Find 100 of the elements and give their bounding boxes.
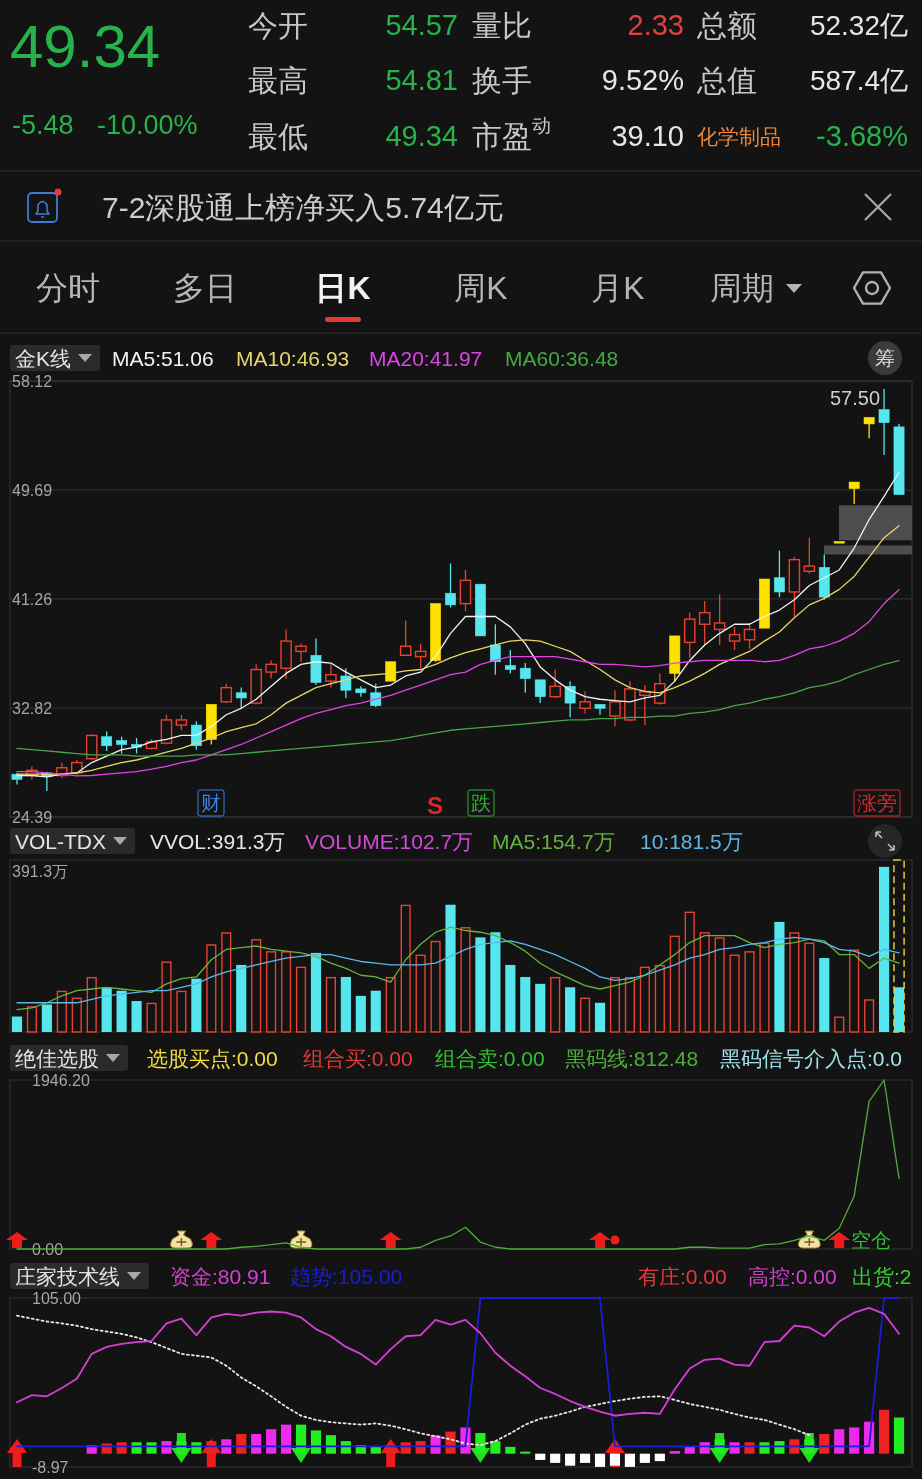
bar xyxy=(191,978,202,1032)
candlestick xyxy=(85,733,98,761)
candlestick xyxy=(534,679,546,704)
candlestick xyxy=(519,662,531,694)
bar xyxy=(280,951,292,1033)
bar xyxy=(535,1453,546,1460)
candlestick xyxy=(504,649,516,675)
bar xyxy=(520,1451,531,1454)
text: 49.34 xyxy=(10,12,161,80)
bar xyxy=(236,1433,247,1454)
chart-title: 绝佳选股 xyxy=(15,1046,99,1070)
text: 选股买点:0.00 xyxy=(147,1046,278,1070)
bar xyxy=(131,1001,142,1032)
bar xyxy=(849,1427,860,1454)
bar xyxy=(310,952,322,1032)
text: MA20:41.97 xyxy=(369,346,483,370)
text: 周期 xyxy=(710,270,774,306)
bar xyxy=(669,1451,680,1454)
text: 组合卖:0.00 xyxy=(435,1046,545,1070)
chart-title: 庄家技术线 xyxy=(15,1264,120,1288)
bar xyxy=(161,961,172,1033)
bar xyxy=(579,997,591,1033)
text: 7-2深股通上榜净买入5.74亿元 xyxy=(102,190,504,224)
bar xyxy=(789,932,800,1033)
text: 量比 xyxy=(472,8,532,42)
bar xyxy=(355,995,366,1032)
text: 出货:2 xyxy=(852,1264,912,1288)
bar xyxy=(101,987,112,1032)
chart-title: 金K线 xyxy=(15,346,72,370)
series-label: 资金:80.91 xyxy=(170,1264,271,1288)
text: VVOL:391.3万 xyxy=(150,829,286,853)
bar xyxy=(864,999,875,1033)
bar xyxy=(475,1433,486,1454)
text: -3.68% xyxy=(816,120,908,152)
bar xyxy=(400,904,411,1033)
bar xyxy=(834,1016,845,1033)
bar xyxy=(206,944,217,1033)
annotation: S xyxy=(426,791,444,819)
text: 49.34 xyxy=(385,120,458,152)
bar xyxy=(744,951,755,1033)
bar xyxy=(878,866,890,1032)
bar xyxy=(266,1429,277,1454)
y-tick-label: 49.69 xyxy=(12,481,53,499)
text: 587.4亿 xyxy=(809,64,908,96)
bar xyxy=(176,990,187,1033)
candlestick xyxy=(265,659,277,680)
bar xyxy=(565,987,576,1032)
candlestick xyxy=(863,416,875,439)
candlestick xyxy=(728,626,741,651)
bar xyxy=(550,976,561,1033)
bar xyxy=(639,966,650,1033)
text: 化学制品 xyxy=(697,124,781,148)
bar xyxy=(594,1002,606,1032)
line-series xyxy=(16,1307,900,1417)
bar xyxy=(579,1453,591,1463)
bar xyxy=(370,990,381,1032)
chart-title: VOL-TDX xyxy=(15,829,107,853)
bar xyxy=(11,1016,23,1032)
candlestick xyxy=(848,481,860,505)
candlestick xyxy=(743,622,756,650)
bar xyxy=(684,1446,695,1454)
text: 最低 xyxy=(248,119,308,153)
bar xyxy=(669,935,680,1033)
y-tick-label: 58.12 xyxy=(12,372,53,390)
candlestick xyxy=(878,388,890,456)
bar xyxy=(310,1430,322,1454)
bar xyxy=(325,976,337,1033)
bar xyxy=(505,1446,516,1454)
bar xyxy=(893,1417,905,1454)
bar xyxy=(609,1453,621,1466)
candlestick xyxy=(385,661,397,682)
text: MA5:51.06 xyxy=(112,346,214,370)
text: -5.48 xyxy=(12,110,74,140)
bar xyxy=(714,937,725,1033)
candlestick xyxy=(399,619,412,656)
candlestick xyxy=(713,593,726,646)
candlestick xyxy=(340,667,352,699)
bar xyxy=(490,1441,501,1454)
bar xyxy=(878,1409,890,1454)
candlestick xyxy=(774,549,785,598)
text: MA60:36.48 xyxy=(505,346,619,370)
bar xyxy=(684,911,695,1033)
text: 2.33 xyxy=(627,9,684,41)
text: 多日 xyxy=(173,270,237,306)
bar xyxy=(430,940,441,1033)
candlestick xyxy=(370,683,382,708)
y-tick-label: 32.82 xyxy=(12,699,53,717)
text: -10.00% xyxy=(97,110,198,140)
text: 趋势:105.00 xyxy=(290,1264,403,1288)
bar xyxy=(385,976,396,1033)
bar xyxy=(236,964,247,1032)
bar xyxy=(86,976,97,1033)
bar xyxy=(41,1004,52,1032)
bar xyxy=(834,1429,845,1454)
bar xyxy=(804,942,815,1033)
candlestick xyxy=(683,611,696,659)
text: 日K xyxy=(315,270,371,306)
bar xyxy=(520,976,531,1032)
candlestick xyxy=(564,680,576,718)
bar xyxy=(490,932,501,1032)
